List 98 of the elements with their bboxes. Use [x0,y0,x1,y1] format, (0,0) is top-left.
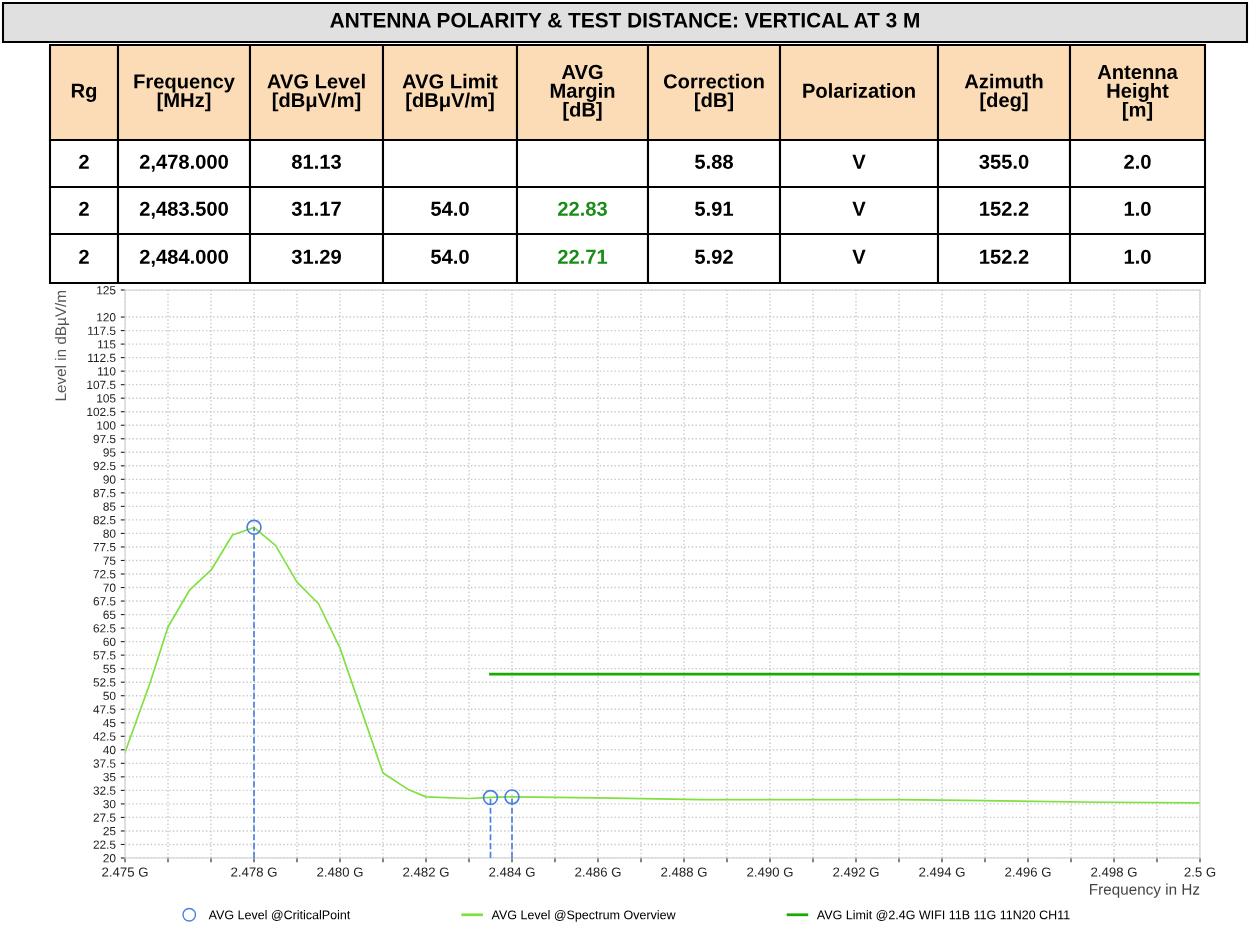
text: 5.92 [695,249,733,264]
text: 2,478.000 [139,154,228,172]
x-tick-label: 2.480 G [317,867,363,877]
y-axis-title: Level in dBµV/m [54,291,70,401]
text: 1.0 [1124,201,1151,216]
text: 152.2 [980,249,1029,264]
x-tick-label: 2.492 G [833,867,879,877]
y-tick-label: 20 [103,854,116,863]
chart-title: ANTENNA POLARITY & TEST DISTANCE: VERTICAL AT 3 M [330,12,919,28]
y-tick-label: 22.5 [93,840,116,849]
y-tick-label: 115 [98,340,116,349]
x-tick-label: 2.490 G [747,867,793,877]
legend-label: AVG Level @CriticalPoint [208,910,351,921]
legend-label: AVG Level @Spectrum Overview [491,910,676,922]
y-tick-label: 27.5 [93,813,116,822]
text: 2,483.500 [139,201,228,219]
y-tick-label: 102.5 [87,407,116,417]
point [504,789,520,805]
y-tick-label: 65 [103,610,116,619]
y-tick-label: 92.5 [93,461,116,471]
x-axis-title: Frequency in Hz [1090,883,1200,898]
text: 355.0 [979,154,1029,169]
y-tick-label: 105 [97,394,116,403]
text: AVG Limit [dBμV/m] [402,73,498,112]
text: 31.17 [291,201,341,216]
text: Polarization [803,83,915,98]
y-tick-label: 45 [103,718,116,728]
y-tick-label: 50 [103,691,116,701]
text: 2,484.000 [139,249,228,267]
text: Rg [71,83,97,102]
y-tick-label: 67.5 [93,597,116,606]
x-tick-label: 2.498 G [1091,867,1137,877]
y-tick-label: 120 [97,313,116,322]
text: 2.0 [1124,154,1151,169]
x-tick-label: 2.494 G [919,867,965,877]
text: V [852,201,866,216]
x-tick-label: 2.496 G [1005,867,1051,877]
y-tick-label: 77.5 [93,543,116,552]
text: 2 [79,154,89,169]
text: Azimuth [deg] [964,73,1043,112]
y-tick-label: 110 [98,367,116,376]
text: 2 [79,249,89,264]
y-tick-label: 82.5 [93,515,116,525]
y-tick-label: 57.5 [93,651,116,660]
text: Frequency [MHz] [134,74,235,112]
text: Antenna Height [m] [1097,65,1178,121]
text: AVG Level [dBμV/m] [267,73,365,112]
text: 152.2 [980,201,1029,216]
text: 5.88 [695,154,733,169]
text: 5.91 [695,201,734,216]
text: 22.71 [558,249,608,264]
y-tick-label: 62.5 [93,624,116,633]
text: Correction [dB] [663,73,764,112]
text: 22.83 [558,201,607,216]
y-tick-label: 25 [103,826,116,836]
text: 54.0 [431,249,469,264]
y-tick-label: 37.5 [93,759,116,768]
text: V [852,154,866,169]
y-tick-label: 90 [103,475,116,484]
y-tick-label: 70 [103,583,116,592]
y-tick-label: 60 [103,637,116,647]
x-tick-label: 2.478 G [231,867,277,877]
y-tick-label: 80 [103,529,116,538]
y-tick-label: 55 [103,664,116,674]
y-tick-label: 100 [97,421,116,430]
y-tick-label: 125 [97,286,116,295]
text: 81.13 [291,154,341,169]
x-tick-label: 2.486 G [575,867,621,877]
y-tick-label: 30 [103,799,116,809]
x-tick-label: 2.488 G [661,867,707,877]
text: AVG Margin [dB] [550,64,615,121]
legend-label: AVG Limit @2.4G WIFI 11B 11G 11N20 CH11 [816,910,1070,921]
y-tick-label: 87.5 [93,488,116,498]
y-tick-label: 95 [103,448,116,457]
x-tick-label: 2.5 G [1184,867,1216,877]
x-tick-label: 2.475 G [102,867,148,877]
y-tick-label: 117.5 [88,326,116,335]
y-tick-label: 52.5 [93,678,116,687]
point [246,519,262,536]
y-tick-label: 112.5 [88,353,116,363]
text: 2 [79,201,89,216]
text: 54.0 [431,201,469,216]
y-tick-label: 85 [103,502,116,511]
y-tick-label: 75 [103,556,116,565]
y-tick-label: 42.5 [93,732,116,741]
y-tick-label: 97.5 [93,434,116,444]
x-tick-label: 2.484 G [489,867,535,877]
y-tick-label: 40 [103,745,116,755]
y-tick-label: 107.5 [87,380,116,390]
y-tick-label: 72.5 [93,570,116,579]
text: V [852,249,866,264]
text: 31.29 [291,249,341,264]
y-tick-label: 32.5 [93,786,116,795]
text: 1.0 [1124,249,1151,264]
point [482,789,499,806]
y-tick-label: 47.5 [93,705,116,714]
y-tick-label: 35 [103,772,116,782]
x-tick-label: 2.482 G [403,867,449,877]
